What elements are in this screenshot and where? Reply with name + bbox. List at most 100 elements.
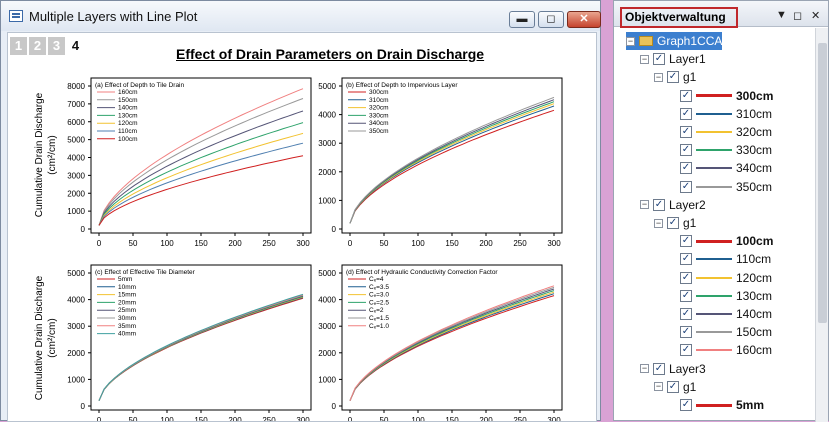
collapse-toggle-icon[interactable]: −	[626, 35, 635, 46]
visibility-checkbox[interactable]: ✓	[680, 253, 692, 266]
tree-item-plot[interactable]: ✓ 340cm	[680, 159, 772, 177]
legend-label: 150cm	[118, 97, 138, 104]
x-tick-label: 100	[411, 239, 425, 248]
tree-item-label: 160cm	[736, 343, 773, 358]
line-color-swatch	[696, 131, 732, 133]
legend-label: 10mm	[118, 284, 136, 291]
visibility-checkbox[interactable]: ✓	[680, 326, 692, 339]
tree-item-layer[interactable]: − ✓ Layer2	[640, 196, 706, 214]
layer-tab-1[interactable]: 1	[10, 37, 27, 55]
collapse-toggle-icon[interactable]: −	[654, 381, 663, 392]
visibility-checkbox[interactable]: ✓	[667, 217, 679, 229]
tree-item-plot[interactable]: ✓ 160cm	[680, 341, 772, 359]
visibility-checkbox[interactable]: ✓	[680, 289, 692, 302]
layer-tab-3[interactable]: 3	[48, 37, 65, 55]
tree-item-plot[interactable]: ✓ 350cm	[680, 178, 772, 196]
legend-label: 15mm	[118, 292, 136, 299]
visibility-checkbox[interactable]: ✓	[653, 53, 665, 66]
tree-item-plot[interactable]: ✓ 120cm	[680, 269, 772, 287]
tree-item-label: g1	[683, 70, 697, 85]
legend-label: 300cm	[369, 89, 389, 96]
tree-scrollbar[interactable]	[815, 28, 828, 422]
tree-item-plot[interactable]: ✓ 100cm	[680, 232, 773, 250]
layer-tab-2[interactable]: 2	[29, 37, 46, 55]
plot-frame-3	[90, 264, 312, 411]
y-axis-label-2: Cumulative Drain Discharge	[34, 275, 45, 400]
tree-item-graph[interactable]: − Graph1CCA	[626, 32, 723, 50]
tree-item-plot[interactable]: ✓ 150cm	[680, 323, 772, 341]
visibility-checkbox[interactable]: ✓	[680, 162, 692, 175]
dropdown-icon[interactable]: ▼	[776, 9, 787, 21]
visibility-checkbox[interactable]: ✓	[680, 271, 692, 284]
tree-item-label: 340cm	[736, 161, 773, 176]
tree-item-plot[interactable]: ✓ 310cm	[680, 105, 772, 123]
line-color-swatch	[696, 349, 732, 352]
line-color-swatch	[696, 294, 732, 297]
tree-item-plot[interactable]: ✓ 300cm	[680, 87, 773, 105]
line-color-swatch	[696, 185, 732, 188]
layer-tab-4[interactable]: 4	[67, 37, 84, 55]
visibility-checkbox[interactable]: ✓	[680, 344, 692, 357]
y-tick-label: 5000	[67, 136, 85, 145]
visibility-checkbox[interactable]: ✓	[680, 235, 692, 248]
y-axis-unit-1: (cm²/cm)	[47, 135, 58, 174]
x-tick-label: 200	[228, 239, 242, 248]
collapse-toggle-icon[interactable]: −	[640, 53, 649, 64]
line-color-swatch	[696, 94, 732, 98]
x-tick-label: 0	[97, 239, 102, 248]
close-button[interactable]: ✕	[567, 11, 601, 28]
legend-label: 5mm	[118, 276, 132, 283]
panel-title-3: (c) Effect of Effective Tile Diameter	[95, 269, 196, 276]
series-line-1-3	[98, 110, 304, 226]
visibility-checkbox[interactable]: ✓	[680, 126, 692, 138]
visibility-checkbox[interactable]: ✓	[680, 180, 692, 193]
collapse-toggle-icon[interactable]: −	[654, 71, 663, 82]
object-tree: − Graph1CCA − ✓ Layer1− ✓ g1 ✓ 300cm ✓ 310cm ✓ 320cm…	[614, 28, 814, 422]
collapse-toggle-icon[interactable]: −	[654, 217, 663, 228]
tree-item-plot[interactable]: ✓ 5mm	[680, 396, 764, 414]
tree-item-plot[interactable]: ✓ 330cm	[680, 141, 772, 159]
legend-label: 20mm	[118, 299, 136, 306]
x-tick-label: 100	[160, 416, 174, 421]
layer-tabs: 1 2 3 4	[10, 37, 84, 55]
visibility-checkbox[interactable]: ✓	[680, 308, 692, 320]
line-color-swatch	[696, 403, 732, 407]
tree-item-group[interactable]: − ✓ g1	[654, 378, 696, 396]
visibility-checkbox[interactable]: ✓	[680, 89, 692, 102]
visibility-checkbox[interactable]: ✓	[680, 107, 692, 120]
visibility-checkbox[interactable]: ✓	[667, 71, 679, 84]
y-tick-label: 3000	[67, 171, 85, 180]
tree-item-plot[interactable]: ✓ 110cm	[680, 250, 771, 268]
legend-label: 40mm	[118, 331, 136, 338]
scrollbar-thumb[interactable]	[818, 43, 827, 323]
minimize-button[interactable]: ▬	[509, 11, 535, 28]
visibility-checkbox[interactable]: ✓	[680, 399, 692, 411]
collapse-toggle-icon[interactable]: −	[640, 363, 649, 374]
x-tick-label: 100	[411, 416, 425, 421]
y-tick-label: 3000	[318, 139, 336, 148]
tree-item-plot[interactable]: ✓ 130cm	[680, 287, 772, 305]
visibility-checkbox[interactable]: ✓	[667, 380, 679, 393]
window-titlebar[interactable]: Multiple Layers with Line Plot ▬ ◻ ✕	[1, 1, 601, 31]
series-line-1-6	[98, 142, 304, 226]
x-tick-label: 100	[160, 239, 174, 248]
close-icon[interactable]: ✕	[811, 10, 821, 22]
tree-item-label: 150cm	[736, 325, 773, 340]
tree-item-plot[interactable]: ✓ 320cm	[680, 123, 772, 141]
float-icon[interactable]: ◻	[793, 10, 803, 22]
object-manager-title: Objektverwaltung	[620, 7, 738, 28]
tree-item-layer[interactable]: − ✓ Layer3	[640, 360, 706, 378]
collapse-toggle-icon[interactable]: −	[640, 199, 649, 210]
visibility-checkbox[interactable]: ✓	[653, 198, 665, 211]
graph-canvas[interactable]: 1 2 3 4 Effect of Drain Parameters on Dr…	[7, 32, 597, 422]
x-tick-label: 250	[513, 416, 527, 421]
tree-item-plot[interactable]: ✓ 140cm	[680, 305, 772, 323]
tree-item-group[interactable]: − ✓ g1	[654, 214, 696, 232]
tree-item-group[interactable]: − ✓ g1	[654, 68, 696, 86]
x-tick-label: 150	[194, 416, 208, 421]
restore-button[interactable]: ◻	[538, 11, 564, 28]
visibility-checkbox[interactable]: ✓	[680, 144, 692, 157]
visibility-checkbox[interactable]: ✓	[653, 362, 665, 375]
x-tick-label: 150	[194, 239, 208, 248]
tree-item-layer[interactable]: − ✓ Layer1	[640, 50, 706, 68]
